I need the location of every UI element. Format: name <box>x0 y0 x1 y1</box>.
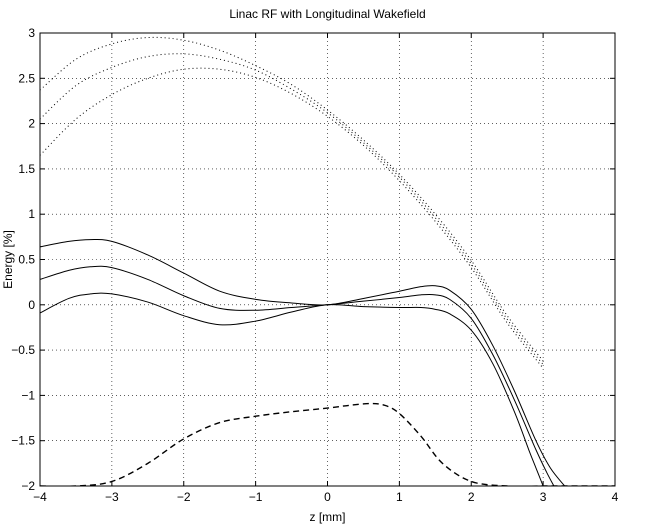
chart-title: Linac RF with Longitudinal Wakefield <box>229 7 425 21</box>
y-tick-label: −1 <box>21 388 35 402</box>
y-tick-label: −1.5 <box>11 434 35 448</box>
y-tick-label: 3 <box>28 26 35 40</box>
x-tick-label: −2 <box>177 490 191 504</box>
dotted-series-line <box>40 36 544 362</box>
y-tick-label: −0.5 <box>11 343 35 357</box>
x-tick-label: 2 <box>468 490 475 504</box>
y-tick-label: 0 <box>28 298 35 312</box>
x-tick-label: −1 <box>249 490 263 504</box>
x-tick-label: 1 <box>396 490 403 504</box>
x-tick-label: 0 <box>324 490 331 504</box>
y-axis-title: Energy [%] <box>1 230 15 289</box>
tick-labels: −4 −3 −2 −1 0 1 2 3 4 −2 −1.5 −1 −0.5 0 0.5 1 1.5 2 2.5 3 <box>11 26 618 504</box>
dotted-series-line <box>40 53 544 365</box>
x-tick-label: −4 <box>33 490 47 504</box>
solid-series-line <box>40 238 566 486</box>
axis-ticks <box>39 32 616 487</box>
x-tick-label: 3 <box>540 490 547 504</box>
solid-series-line <box>40 292 544 486</box>
solid-series-line <box>40 265 555 486</box>
dotted-series-line <box>40 67 544 369</box>
y-tick-label: −2 <box>21 479 35 493</box>
x-tick-label: 4 <box>612 490 619 504</box>
grid <box>40 33 615 486</box>
x-tick-label: −3 <box>105 490 119 504</box>
y-tick-label: 2.5 <box>18 71 35 85</box>
y-tick-label: 1 <box>28 207 35 221</box>
y-tick-label: 0.5 <box>18 253 35 267</box>
y-tick-label: 1.5 <box>18 162 35 176</box>
x-axis-title: z [mm] <box>310 510 346 524</box>
y-tick-label: 2 <box>28 117 35 131</box>
